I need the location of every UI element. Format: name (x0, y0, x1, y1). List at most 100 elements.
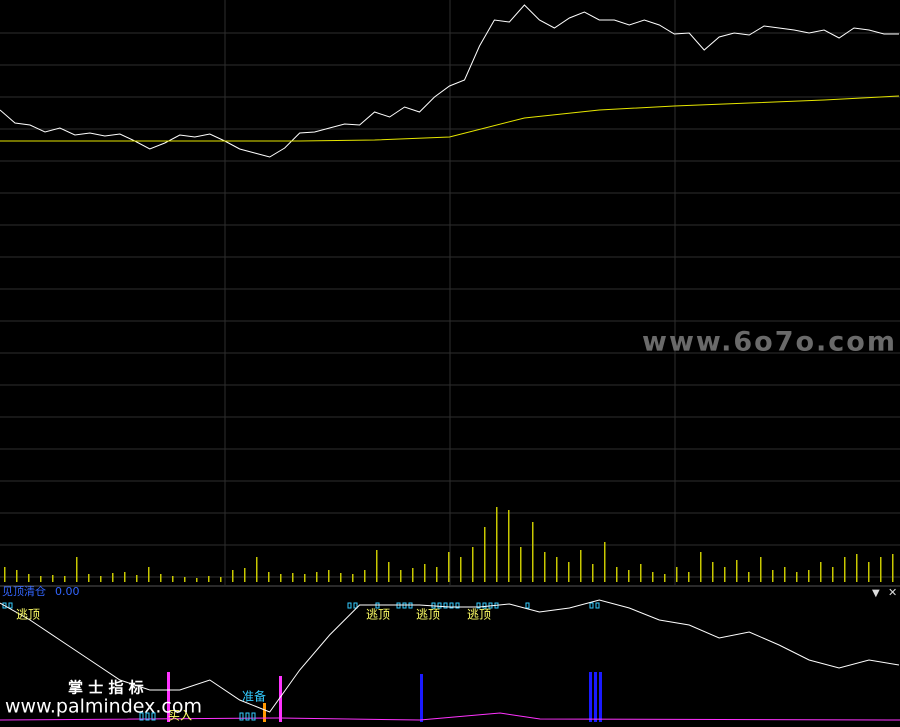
volume-bar (856, 554, 858, 582)
signal-bar (420, 674, 423, 722)
volume-bar (124, 572, 126, 582)
volume-bar (136, 575, 138, 582)
volume-bar (772, 570, 774, 582)
collapse-icon[interactable]: ▼ (872, 588, 880, 599)
volume-bar (364, 570, 366, 582)
volume-bar (244, 568, 246, 582)
signal-label: 逃顶 (467, 608, 491, 622)
volume-bar (748, 572, 750, 582)
volume-bar (112, 573, 114, 582)
line-series (0, 95, 900, 142)
volume-bar (268, 572, 270, 582)
volume-bar (832, 567, 834, 582)
volume-bar (256, 557, 258, 582)
volume-bar (232, 570, 234, 582)
volume-bar (400, 570, 402, 582)
volume-bar (100, 576, 102, 582)
volume-bar (424, 564, 426, 582)
volume-bar (604, 542, 606, 582)
volume-bar (148, 567, 150, 582)
volume-bar (820, 562, 822, 582)
volume-bar (184, 577, 186, 582)
watermark: www.6o7o.com (642, 327, 897, 358)
volume-bar (736, 560, 738, 582)
indicator-title: 见顶清仓 (2, 584, 46, 598)
volume-bar (376, 550, 378, 582)
volume-bar (652, 572, 654, 582)
volume-bar (4, 567, 6, 582)
volume-bar (448, 552, 450, 582)
volume-bar (520, 547, 522, 582)
signal-bar (263, 703, 266, 722)
volume-bar (712, 562, 714, 582)
volume-bar (16, 570, 18, 582)
watermark: 掌 士 指 标 (68, 679, 144, 697)
volume-bar (316, 572, 318, 582)
volume-bar (808, 570, 810, 582)
grid (0, 0, 900, 585)
volume-bar (40, 576, 42, 582)
line-series (0, 599, 900, 713)
volume-bar (592, 564, 594, 582)
signal-label: 买入 (168, 709, 192, 723)
volume-bar (724, 567, 726, 582)
volume-bar (76, 557, 78, 582)
signal-label: 准备 (242, 690, 266, 704)
volume-bar (304, 574, 306, 582)
volume-bar (868, 562, 870, 582)
signal-label: 逃顶 (16, 608, 40, 622)
volume-bar (796, 572, 798, 582)
signal-bar (167, 672, 170, 722)
indicator-readout: 0.00 (55, 585, 80, 598)
signal-bar (589, 672, 592, 722)
close-icon[interactable]: ✕ (888, 586, 897, 599)
volume-bar (196, 578, 198, 582)
signal-bar (279, 676, 282, 722)
volume-bar (472, 547, 474, 582)
signal-label: 逃顶 (416, 608, 440, 622)
volume-bar (88, 574, 90, 582)
indicator-line-2 (0, 712, 900, 721)
signal-bar (599, 672, 602, 722)
volume-bar (676, 567, 678, 582)
volume-bar (280, 574, 282, 582)
volume-bar (640, 564, 642, 582)
volume-bar (172, 576, 174, 582)
volume-bar (568, 562, 570, 582)
volume-bar (484, 527, 486, 582)
volume-bar (64, 576, 66, 582)
signal-marks: ▼ ✕ (0, 586, 900, 722)
volume-bar (28, 574, 30, 582)
volume-bar (508, 510, 510, 582)
volume-bar (532, 522, 534, 582)
line-series (0, 4, 899, 158)
volume-bar (340, 573, 342, 582)
volume-bar (616, 567, 618, 582)
volume-bar (580, 550, 582, 582)
volume-bar (436, 567, 438, 582)
volume-bar (412, 568, 414, 582)
volume-bar (556, 557, 558, 582)
volume-bar (664, 574, 666, 582)
signal-label: 逃顶 (366, 608, 390, 622)
volume-bar (388, 562, 390, 582)
volume-bar (688, 572, 690, 582)
volume-bar (700, 552, 702, 582)
volume-bar (880, 557, 882, 582)
volume-bar (220, 577, 222, 582)
volume-bar (892, 554, 894, 582)
volume-bar (496, 507, 498, 582)
volume-bar (292, 573, 294, 582)
watermark: www.palmindex.com (5, 696, 202, 718)
volume-bar (160, 574, 162, 582)
volume-bar (460, 557, 462, 582)
volume-bar (544, 552, 546, 582)
volume-bar (844, 557, 846, 582)
volume-bar (352, 574, 354, 582)
signal-bar (594, 672, 597, 722)
volume-bar (784, 567, 786, 582)
volume-bar (760, 557, 762, 582)
volume-bar (328, 570, 330, 582)
